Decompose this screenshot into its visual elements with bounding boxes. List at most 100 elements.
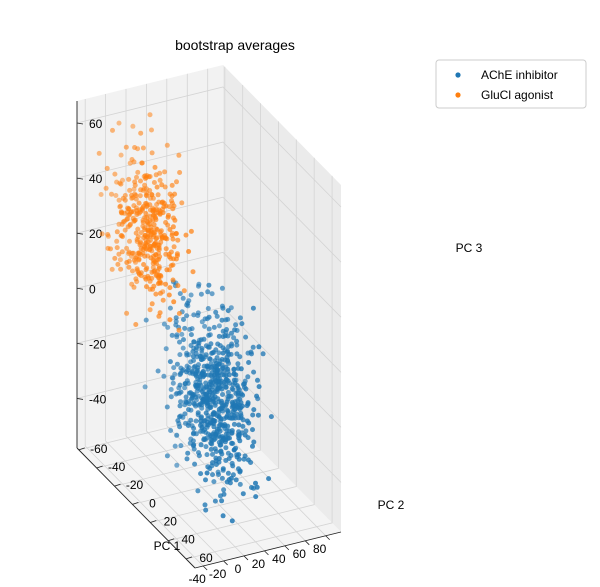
data-point	[256, 384, 262, 390]
data-point	[133, 230, 139, 236]
data-point	[178, 399, 184, 405]
data-point	[233, 390, 239, 396]
data-point	[236, 435, 242, 441]
data-point	[190, 438, 196, 444]
data-point	[103, 185, 109, 191]
data-point	[219, 398, 224, 404]
data-point	[211, 324, 217, 330]
data-point	[140, 219, 146, 225]
data-point	[206, 314, 212, 320]
data-point	[240, 392, 246, 398]
data-point	[211, 479, 217, 485]
data-point	[114, 229, 120, 235]
data-point	[217, 428, 223, 434]
data-point	[180, 295, 186, 301]
data-point	[156, 247, 162, 252]
data-point	[219, 422, 225, 428]
data-point	[170, 224, 176, 230]
data-point	[193, 418, 199, 424]
data-point	[167, 285, 173, 291]
data-point	[162, 169, 168, 175]
data-point	[132, 179, 138, 185]
data-point	[198, 291, 204, 297]
y-gridline	[186, 175, 333, 560]
y-tick	[168, 538, 175, 542]
data-point	[112, 255, 118, 261]
data-point	[139, 160, 145, 166]
data-point	[178, 389, 184, 395]
data-point	[236, 422, 242, 428]
data-point	[241, 381, 246, 387]
data-point	[129, 250, 135, 256]
data-point	[179, 331, 185, 337]
data-point	[128, 209, 134, 215]
data-point	[147, 233, 153, 239]
y-gridline	[114, 103, 261, 487]
data-point	[117, 257, 123, 263]
data-point	[143, 317, 149, 323]
z-tick-label: 0	[89, 282, 96, 296]
data-point	[135, 250, 141, 256]
data-point	[246, 420, 252, 426]
data-point	[225, 348, 230, 354]
data-point	[169, 232, 175, 238]
data-point	[210, 472, 215, 478]
data-point	[134, 208, 140, 213]
data-point	[183, 400, 189, 405]
data-point	[144, 242, 150, 248]
data-point	[135, 226, 141, 232]
z-tick-label: -40	[89, 392, 107, 406]
data-point	[140, 205, 146, 211]
data-point	[204, 452, 210, 458]
data-point	[243, 386, 249, 392]
data-point	[144, 284, 149, 290]
data-point	[177, 414, 183, 420]
data-point	[229, 330, 234, 336]
data-point	[251, 439, 257, 445]
data-point	[225, 470, 231, 476]
data-point	[98, 192, 104, 197]
data-point	[203, 477, 208, 483]
data-point	[210, 350, 216, 356]
data-point	[234, 342, 240, 348]
data-point	[118, 203, 123, 209]
data-point	[207, 466, 213, 471]
data-point	[250, 412, 256, 418]
data-point	[191, 364, 197, 370]
legend-frame	[435, 59, 587, 109]
data-point	[231, 447, 237, 453]
data-point	[161, 321, 167, 327]
z-tick	[76, 232, 84, 235]
data-point	[192, 401, 198, 407]
data-point	[202, 427, 207, 433]
data-point	[108, 246, 113, 252]
data-point	[219, 498, 225, 504]
data-point	[177, 170, 183, 175]
data-point	[118, 266, 124, 272]
data-point	[186, 407, 191, 413]
data-point	[130, 268, 135, 274]
data-point	[224, 354, 230, 360]
data-point	[119, 210, 125, 216]
data-point	[237, 468, 243, 474]
data-point	[194, 367, 200, 373]
legend-marker-glucl	[455, 92, 461, 98]
data-point	[120, 234, 125, 240]
data-point	[229, 428, 235, 434]
data-point	[250, 305, 256, 311]
data-point	[178, 365, 184, 371]
data-point	[133, 322, 139, 327]
data-point	[147, 307, 153, 313]
data-point	[169, 332, 175, 338]
data-point	[208, 440, 214, 446]
data-point	[201, 437, 207, 443]
data-point	[131, 203, 137, 209]
data-point	[143, 175, 149, 180]
data-point	[216, 350, 222, 356]
data-point	[229, 518, 235, 524]
data-point	[163, 220, 169, 225]
data-point	[242, 432, 248, 438]
data-point	[202, 316, 208, 322]
data-point	[225, 316, 231, 322]
data-point	[193, 373, 199, 379]
